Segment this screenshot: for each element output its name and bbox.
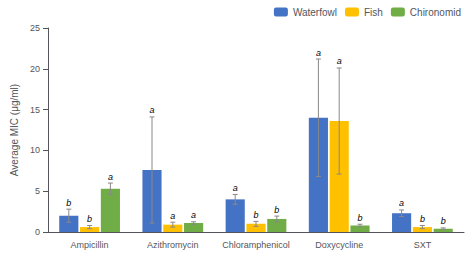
svg-text:Chloramphenicol: Chloramphenicol [222, 240, 290, 250]
svg-text:a: a [191, 210, 196, 220]
svg-text:b: b [253, 210, 258, 220]
svg-text:a: a [337, 56, 342, 66]
svg-text:a: a [399, 198, 404, 208]
svg-text:a: a [170, 211, 175, 221]
svg-text:b: b [66, 198, 71, 208]
svg-text:a: a [233, 183, 238, 193]
svg-text:Average MIC (μg/ml): Average MIC (μg/ml) [9, 84, 20, 176]
svg-text:20: 20 [30, 64, 40, 74]
svg-text:b: b [274, 205, 279, 215]
svg-text:10: 10 [30, 145, 40, 155]
svg-text:Ampicillin: Ampicillin [71, 240, 109, 250]
svg-text:0: 0 [35, 227, 40, 237]
svg-text:5: 5 [35, 186, 40, 196]
svg-text:Chironomid: Chironomid [410, 7, 461, 18]
svg-text:b: b [420, 214, 425, 224]
svg-text:a: a [316, 48, 321, 58]
svg-text:b: b [357, 213, 362, 223]
svg-text:b: b [441, 216, 446, 226]
svg-text:SXT: SXT [414, 240, 432, 250]
svg-text:15: 15 [30, 105, 40, 115]
svg-text:Waterfowl: Waterfowl [293, 7, 337, 18]
svg-text:a: a [108, 172, 113, 182]
svg-text:Doxycycline: Doxycycline [315, 240, 363, 250]
svg-text:25: 25 [30, 23, 40, 33]
svg-text:b: b [87, 214, 92, 224]
svg-text:Fish: Fish [364, 7, 383, 18]
svg-text:Azithromycin: Azithromycin [147, 240, 199, 250]
svg-text:a: a [149, 105, 154, 115]
